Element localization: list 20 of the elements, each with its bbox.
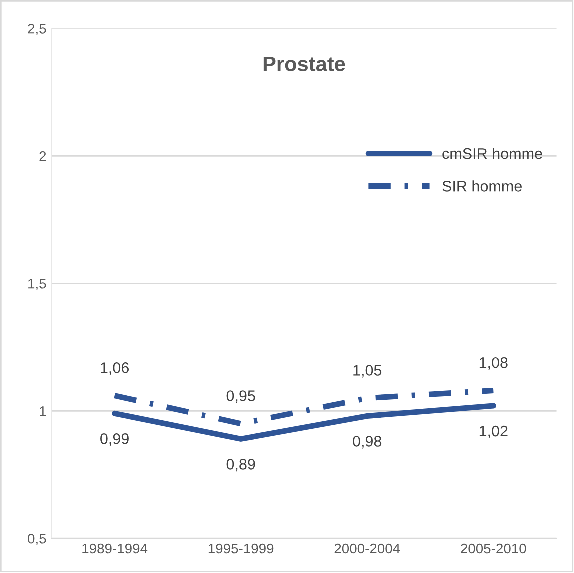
x-tick-label: 2000-2004 (334, 544, 400, 554)
data-label: 0,95 (226, 390, 256, 404)
y-tick-label: 0,5 (28, 534, 46, 546)
y-tick-label: 2 (40, 151, 46, 162)
legend-label: SIR homme (442, 180, 522, 192)
y-tick-label: 1,5 (28, 279, 46, 290)
y-tick-label: 1 (40, 406, 46, 416)
data-label: 1,02 (480, 426, 508, 438)
x-tick-label: 2005-2010 (461, 544, 526, 554)
data-label: 1,06 (101, 362, 129, 376)
text: Prostate (264, 56, 346, 72)
data-label: 0,89 (226, 459, 256, 472)
y-tick-label: 2,5 (28, 24, 46, 36)
data-label: 1,05 (354, 365, 382, 378)
x-tick-label: 1995-1999 (208, 544, 274, 554)
data-label: 1,08 (480, 357, 508, 370)
data-label: 0,99 (100, 434, 129, 446)
legend-label: cmSIR homme (442, 148, 542, 160)
data-label: 0,98 (353, 436, 382, 449)
x-tick-label: 1989-1994 (82, 544, 148, 554)
